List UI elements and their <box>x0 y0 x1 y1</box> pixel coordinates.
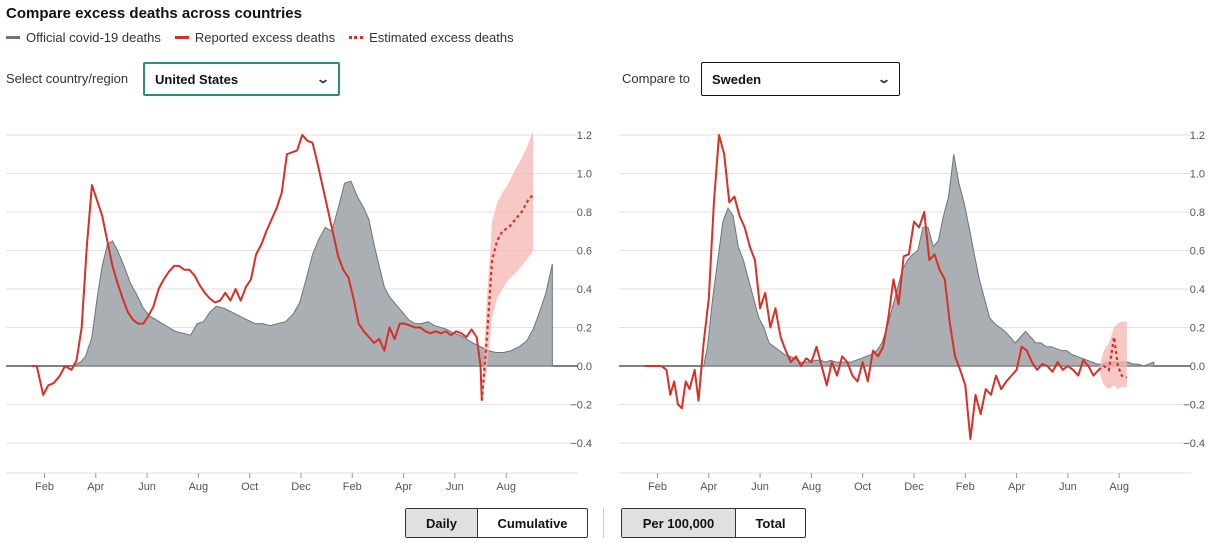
chevron-down-icon: ⌄ <box>315 72 331 86</box>
reported-excess-line <box>31 134 483 401</box>
x-tick-label: Aug <box>496 481 516 493</box>
x-tick-label: Apr <box>700 481 717 493</box>
x-tick-label: Dec <box>291 481 311 493</box>
y-tick-label: 1.0 <box>1190 169 1205 181</box>
y-tick-label: 0.6 <box>577 246 592 258</box>
x-tick-label: Feb <box>35 481 54 493</box>
estimated-band <box>1098 321 1127 390</box>
x-tick-label: Jun <box>751 481 769 493</box>
legend-swatch-estimated <box>349 36 364 39</box>
y-tick-label: 1.2 <box>577 130 592 142</box>
y-tick-label: 0.2 <box>577 323 592 335</box>
x-tick-label: Apr <box>87 481 104 493</box>
chevron-down-icon: ⌄ <box>876 72 892 86</box>
compare-select-label: Compare to <box>622 71 690 86</box>
x-tick-label: Feb <box>956 481 975 493</box>
estimated-excess-line <box>1097 336 1128 379</box>
y-tick-label: 0.6 <box>1190 246 1205 258</box>
x-tick-label: Feb <box>648 481 667 493</box>
legend-swatch-excess <box>174 36 189 39</box>
total-button[interactable]: Total <box>735 509 805 537</box>
per-100000-button[interactable]: Per 100,000 <box>622 509 735 537</box>
country-select-label: Select country/region <box>6 71 129 86</box>
legend-label-official: Official covid-19 deaths <box>26 30 161 45</box>
y-tick-label: −0.2 <box>570 400 592 412</box>
y-tick-label: 1.2 <box>1190 130 1205 142</box>
x-tick-label: Aug <box>189 481 209 493</box>
x-tick-label: Jun <box>1059 481 1077 493</box>
legend-estimated: Estimated excess deaths <box>349 30 514 45</box>
legend-excess: Reported excess deaths <box>174 30 336 45</box>
y-tick-label: 0.8 <box>577 207 592 219</box>
y-tick-label: −0.4 <box>570 438 592 450</box>
compare-select[interactable]: Sweden ⌄ <box>701 62 900 96</box>
reported-excess-line <box>644 134 1100 441</box>
daily-button[interactable]: Daily <box>406 509 477 537</box>
x-tick-label: Aug <box>1109 481 1129 493</box>
x-tick-label: Jun <box>446 481 464 493</box>
estimated-band <box>481 131 534 401</box>
x-tick-label: Oct <box>854 481 871 493</box>
y-tick-label: 0.2 <box>1190 323 1205 335</box>
legend-label-estimated: Estimated excess deaths <box>369 30 514 45</box>
country-select-value: United States <box>155 71 239 87</box>
y-tick-label: 0.0 <box>1190 361 1205 373</box>
x-tick-label: Feb <box>343 481 362 493</box>
y-tick-label: −0.2 <box>1183 400 1205 412</box>
x-tick-label: Aug <box>802 481 822 493</box>
official-deaths-area <box>72 180 553 367</box>
y-tick-label: 0.8 <box>1190 207 1205 219</box>
y-tick-label: 0.4 <box>577 284 592 296</box>
x-tick-label: Oct <box>241 481 258 493</box>
legend: Official covid-19 deaths Reported excess… <box>6 30 528 45</box>
legend-official: Official covid-19 deaths <box>6 30 161 45</box>
scale-toggle: Per 100,000 Total <box>621 508 806 538</box>
x-tick-label: Dec <box>904 481 924 493</box>
x-tick-label: Apr <box>395 481 412 493</box>
legend-swatch-official <box>6 36 20 39</box>
y-tick-label: 0.0 <box>577 361 592 373</box>
y-tick-label: 0.4 <box>1190 284 1205 296</box>
estimated-excess-line <box>480 193 534 401</box>
mode-toggle: Daily Cumulative <box>405 508 588 538</box>
chart-united-states: 1.2 1.0 0.8 0.6 0.4 0.2 0.0 −0.2 −0.4 Feb Apr Jun Au… <box>6 130 592 493</box>
divider <box>603 508 604 538</box>
legend-label-excess: Reported excess deaths <box>194 30 336 45</box>
x-tick-label: Jun <box>138 481 156 493</box>
compare-select-value: Sweden <box>712 71 762 87</box>
y-tick-label: −0.4 <box>1183 438 1205 450</box>
x-tick-label: Apr <box>1008 481 1025 493</box>
cumulative-button[interactable]: Cumulative <box>477 509 587 537</box>
y-tick-label: 1.0 <box>577 169 592 181</box>
chart-title: Compare excess deaths across countries <box>6 5 302 22</box>
country-select[interactable]: United States ⌄ <box>143 62 340 96</box>
chart-sweden: 1.2 1.0 0.8 0.6 0.4 0.2 0.0 −0.2 −0.4 Feb Apr Jun Au… <box>619 130 1205 493</box>
